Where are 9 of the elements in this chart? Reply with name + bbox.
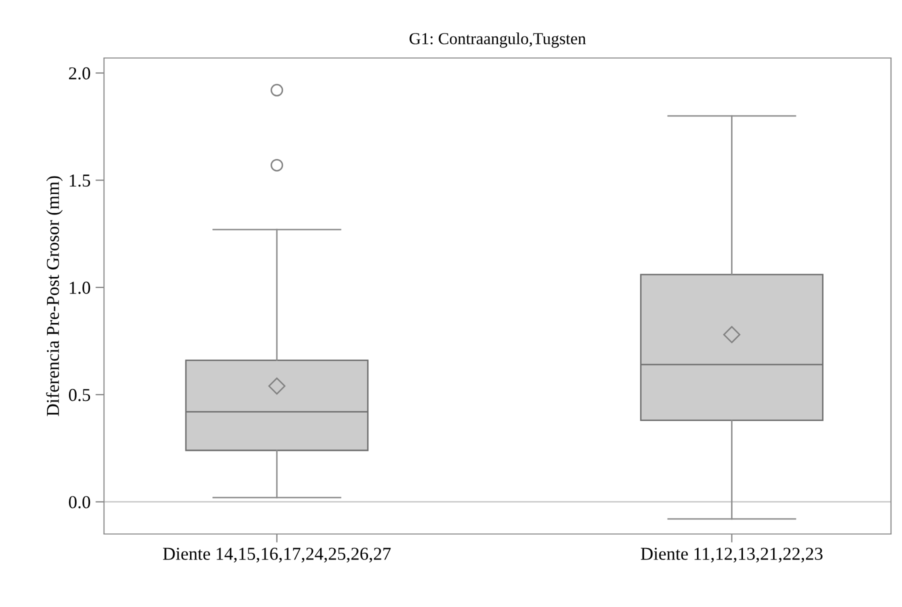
y-tick-label: 2.0	[69, 67, 90, 80]
y-tick-label: 0.0	[68, 496, 90, 508]
y-tick-label: 0.5	[68, 388, 90, 402]
y-tick-label: 1.0	[70, 282, 90, 294]
x-tick-label: Diente 11,12,13,21,22,23	[640, 548, 823, 562]
x-tick-label: Diente 14,15,16,17,24,25,26,27	[163, 548, 391, 562]
y-axis-title: Diferencia Pre-Post Grosor (mm)	[46, 176, 63, 416]
chart-title: G1: Contraangulo,Tugsten	[410, 32, 586, 48]
y-tick-label: 1.5	[70, 174, 90, 187]
